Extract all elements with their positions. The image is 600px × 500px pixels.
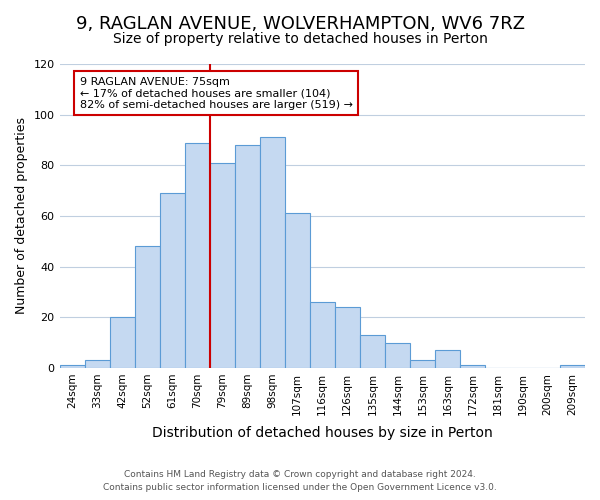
Text: Size of property relative to detached houses in Perton: Size of property relative to detached ho… [113, 32, 487, 46]
X-axis label: Distribution of detached houses by size in Perton: Distribution of detached houses by size … [152, 426, 493, 440]
Bar [560, 366, 585, 368]
Bar [59, 366, 85, 368]
Bar [209, 163, 235, 368]
Bar [134, 246, 160, 368]
Bar [260, 138, 285, 368]
Bar [410, 360, 435, 368]
Bar [285, 214, 310, 368]
Bar [160, 193, 185, 368]
Bar [235, 145, 260, 368]
Bar [335, 307, 360, 368]
Bar [85, 360, 110, 368]
Y-axis label: Number of detached properties: Number of detached properties [15, 118, 28, 314]
Bar [110, 318, 134, 368]
Text: 9 RAGLAN AVENUE: 75sqm
← 17% of detached houses are smaller (104)
82% of semi-de: 9 RAGLAN AVENUE: 75sqm ← 17% of detached… [80, 76, 353, 110]
Bar [185, 142, 209, 368]
Bar [360, 335, 385, 368]
Bar [385, 342, 410, 368]
Text: 9, RAGLAN AVENUE, WOLVERHAMPTON, WV6 7RZ: 9, RAGLAN AVENUE, WOLVERHAMPTON, WV6 7RZ [76, 15, 524, 33]
Bar [435, 350, 460, 368]
Bar [460, 366, 485, 368]
Text: Contains HM Land Registry data © Crown copyright and database right 2024.
Contai: Contains HM Land Registry data © Crown c… [103, 470, 497, 492]
Bar [310, 302, 335, 368]
